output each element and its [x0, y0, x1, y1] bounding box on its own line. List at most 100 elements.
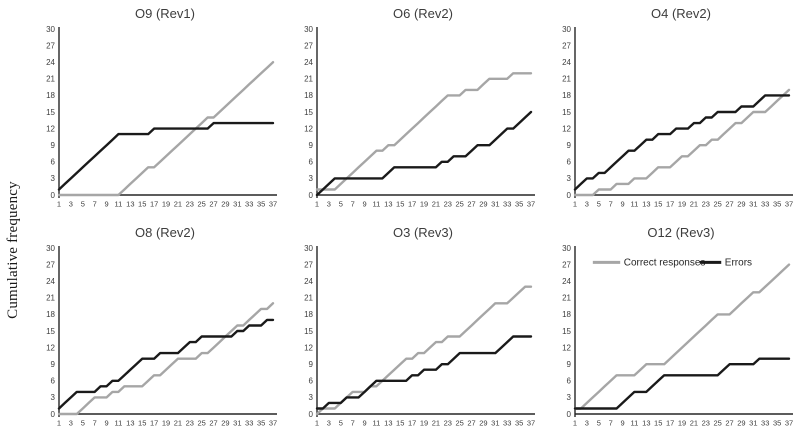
- y-tick-label: 9: [51, 360, 56, 369]
- y-tick-label: 27: [562, 260, 571, 269]
- errors-line: [57, 121, 275, 191]
- y-tick-label: 6: [309, 158, 314, 167]
- x-tick-label: 21: [690, 419, 698, 428]
- correct-responses-line: [57, 61, 275, 197]
- x-tick-label: 37: [527, 200, 535, 209]
- x-tick-label: 3: [327, 419, 331, 428]
- errors-line: [57, 318, 275, 410]
- x-tick-label: 5: [81, 419, 85, 428]
- x-tick-label: 17: [408, 200, 416, 209]
- x-tick-label: 27: [725, 419, 733, 428]
- y-tick-label: 9: [567, 360, 572, 369]
- x-tick-label: 33: [503, 200, 511, 209]
- chart-title: O12 (Rev3): [647, 225, 715, 240]
- x-tick-label: 9: [362, 200, 366, 209]
- legend-errors-label: Errors: [725, 258, 752, 269]
- x-tick-label: 7: [351, 419, 355, 428]
- errors-line: [573, 94, 791, 191]
- x-tick-label: 35: [515, 200, 523, 209]
- y-tick-label: 9: [309, 141, 314, 150]
- chart-title: O8 (Rev2): [135, 225, 195, 240]
- x-tick-label: 31: [491, 419, 499, 428]
- x-tick-label: 19: [420, 419, 428, 428]
- x-tick-label: 9: [104, 419, 108, 428]
- y-tick-label: 15: [562, 327, 571, 336]
- y-tick-label: 12: [304, 343, 313, 352]
- y-tick-label: 6: [309, 377, 314, 386]
- y-tick-label: 21: [46, 294, 55, 303]
- y-tick-label: 15: [46, 108, 55, 117]
- chart-title: O4 (Rev2): [651, 6, 711, 21]
- subplot-o8-rev2-: O8 (Rev2) 30 27 24 21 18 15 12 9 6 3 0 1 3 5 7 9 11 13 15 17…: [26, 219, 284, 438]
- y-tick-label: 18: [304, 310, 313, 319]
- x-tick-label: 35: [515, 419, 523, 428]
- x-tick-label: 21: [690, 200, 698, 209]
- x-tick-label: 9: [362, 419, 366, 428]
- x-tick-label: 27: [467, 200, 475, 209]
- x-tick-label: 23: [702, 200, 710, 209]
- y-tick-label: 3: [51, 393, 56, 402]
- y-tick-label: 27: [304, 41, 313, 50]
- x-tick-label: 15: [396, 419, 404, 428]
- y-tick-label: 0: [51, 410, 56, 419]
- x-tick-label: 11: [373, 200, 381, 209]
- x-tick-label: 17: [666, 200, 674, 209]
- y-tick-label: 12: [562, 124, 571, 133]
- y-tick-label: 24: [562, 58, 571, 67]
- x-tick-label: 21: [432, 419, 440, 428]
- y-tick-label: 15: [304, 108, 313, 117]
- y-tick-label: 12: [46, 124, 55, 133]
- x-tick-label: 11: [373, 419, 381, 428]
- x-tick-label: 13: [384, 200, 392, 209]
- y-tick-label: 12: [304, 124, 313, 133]
- x-tick-label: 9: [620, 419, 624, 428]
- x-tick-label: 19: [162, 419, 170, 428]
- y-tick-label: 3: [309, 174, 314, 183]
- subplot-o12-rev3-: O12 (Rev3) 30 27 24 21 18 15 12 9 6 3 0 1 3 5 7 9 11 13 15 1…: [542, 219, 800, 438]
- y-tick-label: 21: [46, 75, 55, 84]
- x-tick-label: 15: [654, 200, 662, 209]
- x-tick-label: 27: [209, 200, 217, 209]
- x-tick-label: 25: [197, 419, 205, 428]
- x-tick-label: 37: [269, 419, 277, 428]
- x-tick-label: 35: [773, 419, 781, 428]
- y-tick-label: 24: [304, 277, 313, 286]
- x-tick-label: 1: [315, 419, 319, 428]
- x-tick-label: 31: [233, 419, 241, 428]
- x-tick-label: 29: [221, 200, 229, 209]
- x-tick-label: 3: [69, 419, 73, 428]
- y-tick-label: 6: [567, 377, 572, 386]
- x-tick-label: 25: [713, 419, 721, 428]
- y-tick-label: 18: [562, 310, 571, 319]
- x-tick-label: 9: [104, 200, 108, 209]
- x-tick-label: 31: [749, 200, 757, 209]
- x-tick-label: 11: [631, 200, 639, 209]
- y-tick-label: 30: [304, 244, 313, 253]
- x-tick-label: 15: [138, 200, 146, 209]
- correct-responses-line: [315, 285, 533, 416]
- x-tick-label: 5: [597, 419, 601, 428]
- x-tick-label: 1: [57, 200, 61, 209]
- chart-title: O9 (Rev1): [135, 6, 195, 21]
- x-tick-label: 15: [138, 419, 146, 428]
- x-tick-label: 33: [245, 200, 253, 209]
- y-tick-label: 30: [46, 244, 55, 253]
- y-tick-label: 15: [562, 108, 571, 117]
- x-tick-label: 7: [93, 200, 97, 209]
- x-tick-label: 11: [631, 419, 639, 428]
- y-axis-label: Cumulative frequency: [5, 180, 21, 319]
- x-tick-label: 13: [126, 419, 134, 428]
- x-tick-label: 7: [93, 419, 97, 428]
- x-tick-label: 37: [269, 200, 277, 209]
- x-tick-label: 23: [702, 419, 710, 428]
- x-tick-label: 1: [57, 419, 61, 428]
- subplot-o4-rev2-: O4 (Rev2) 30 27 24 21 18 15 12 9 6 3 0 1 3 5 7 9 11 13 15 17…: [542, 0, 800, 219]
- y-tick-label: 21: [562, 75, 571, 84]
- x-tick-label: 13: [642, 200, 650, 209]
- x-tick-label: 21: [432, 200, 440, 209]
- y-tick-label: 27: [562, 41, 571, 50]
